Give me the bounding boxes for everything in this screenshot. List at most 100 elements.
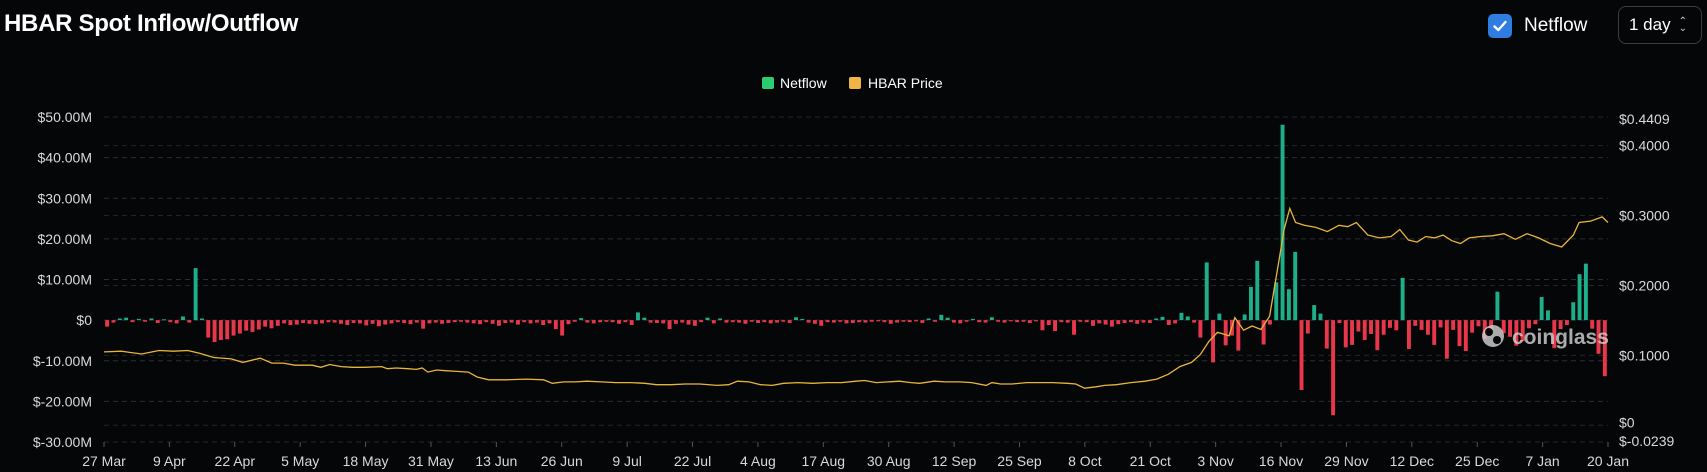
page-title: HBAR Spot Inflow/Outflow (4, 10, 299, 37)
netflow-bar (775, 320, 779, 323)
netflow-bar (1552, 320, 1557, 349)
netflow-bar (1217, 313, 1222, 321)
x-tick-label: 16 Nov (1259, 453, 1303, 469)
netflow-bar (1602, 320, 1607, 377)
netflow-bar (522, 320, 527, 323)
netflow-bar (1255, 260, 1260, 321)
interval-select[interactable]: 1 day ⌃ ⌄ (1618, 6, 1702, 44)
netflow-bar (421, 320, 426, 329)
netflow-bar (1413, 320, 1418, 326)
netflow-bar (199, 318, 204, 321)
netflow-bar (604, 320, 609, 322)
netflow-bar (484, 320, 489, 323)
netflow-bar (838, 320, 843, 322)
legend-price-label[interactable]: HBAR Price (868, 75, 943, 91)
x-tick-label: 21 Oct (1130, 453, 1171, 469)
netflow-bar (1072, 320, 1076, 335)
netflow-bar (256, 320, 261, 330)
netflow-bar (1375, 320, 1380, 351)
netflow-bar (503, 320, 508, 323)
netflow-bar (1299, 320, 1304, 390)
netflow-bar (541, 320, 546, 325)
netflow-bar (547, 320, 552, 324)
netflow-bar (1539, 296, 1544, 321)
legend-netflow-label[interactable]: Netflow (780, 75, 828, 91)
x-tick-label: 25 Dec (1455, 453, 1499, 469)
netflow-bar (907, 320, 912, 323)
left-tick-label: $10.00M (38, 272, 92, 288)
x-tick-label: 30 Aug (867, 453, 911, 469)
netflow-bar (408, 320, 413, 325)
netflow-bar (1008, 320, 1013, 322)
netflow-bar (1514, 320, 1519, 346)
netflow-bar (806, 320, 811, 323)
netflow-bar (768, 320, 773, 324)
netflow-bar (863, 320, 868, 323)
netflow-bar (1444, 320, 1449, 359)
netflow-bar (1103, 320, 1108, 325)
netflow-bar (402, 320, 407, 323)
x-tick-label: 7 Jan (1525, 453, 1559, 469)
netflow-bar (1482, 320, 1487, 339)
netflow-bar (1248, 286, 1253, 321)
netflow-bar (585, 320, 590, 323)
netflow-bar (939, 314, 944, 321)
netflow-bar (749, 320, 754, 322)
netflow-bar (964, 320, 969, 322)
netflow-bar (1337, 320, 1342, 323)
netflow-bar (1198, 320, 1203, 338)
netflow-bar (174, 320, 179, 324)
chart-legend: Netflow HBAR Price (762, 75, 943, 91)
netflow-bar (155, 320, 160, 323)
netflow-bar (642, 317, 647, 321)
netflow-bar (1122, 320, 1127, 323)
netflow-bar (1040, 320, 1045, 331)
legend-netflow-swatch (762, 77, 774, 89)
netflow-bar (1059, 320, 1064, 323)
x-tick-label: 12 Dec (1390, 453, 1434, 469)
right-tick-label: $0.2000 (1619, 277, 1670, 293)
netflow-bar (1362, 320, 1367, 341)
netflow-bar (1147, 320, 1152, 323)
netflow-bar (667, 320, 672, 330)
netflow-toggle[interactable]: Netflow (1488, 14, 1587, 38)
netflow-bar (926, 318, 931, 321)
netflow-bar (686, 320, 691, 325)
netflow-bar (787, 320, 792, 323)
netflow-bar (1533, 320, 1538, 325)
netflow-bar (1046, 320, 1051, 325)
x-tick-label: 17 Aug (801, 453, 845, 469)
netflow-bar (534, 320, 539, 323)
netflow-bar (699, 320, 704, 323)
netflow-bar (648, 320, 653, 323)
netflow-bar (756, 320, 761, 323)
netflow-bar (193, 268, 198, 321)
netflow-bar (288, 320, 293, 325)
x-tick-label: 31 May (408, 453, 454, 469)
coinglass-watermark: coinglass (1482, 325, 1609, 349)
coinglass-logo-icon (1482, 325, 1504, 347)
netflow-bar (1065, 320, 1070, 323)
x-tick-label: 8 Oct (1068, 453, 1102, 469)
netflow-bar (743, 320, 748, 324)
watermark-text: coinglass (1512, 326, 1609, 349)
netflow-bar (989, 317, 994, 321)
left-tick-label: $-10.00M (33, 353, 92, 369)
netflow-bar (307, 320, 312, 324)
netflow-bar (730, 320, 735, 323)
netflow-bar (124, 317, 129, 321)
netflow-bar (339, 320, 343, 324)
netflow-checkbox[interactable] (1488, 14, 1512, 38)
netflow-bar (737, 320, 742, 323)
netflow-bar (282, 320, 287, 324)
netflow-bar (1223, 320, 1228, 346)
netflow-bar (1141, 320, 1146, 323)
netflow-bar (1583, 263, 1588, 321)
netflow-bar (459, 320, 464, 322)
netflow-bar (566, 320, 571, 325)
netflow-bar (933, 320, 937, 322)
netflow-bar (977, 320, 982, 323)
netflow-bar (244, 320, 249, 331)
netflow-bar (1135, 320, 1140, 324)
netflow-bar (951, 320, 956, 323)
